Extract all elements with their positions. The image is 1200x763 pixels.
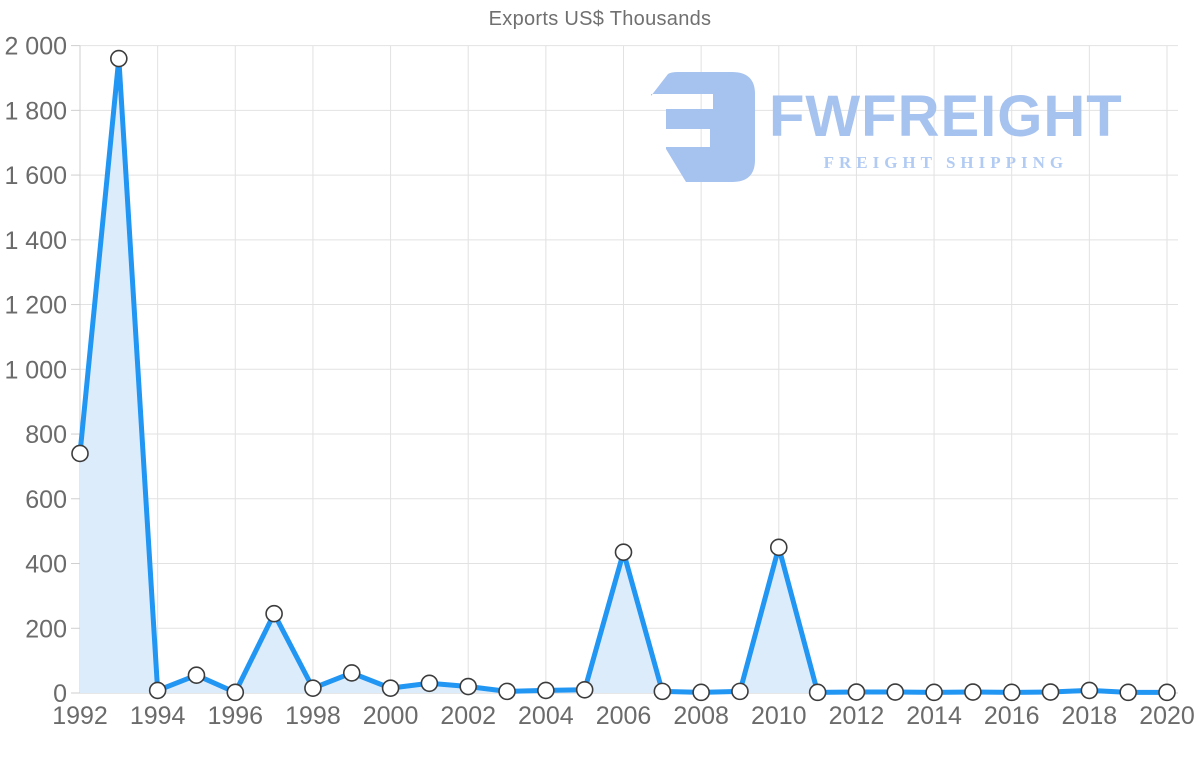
data-point-2008[interactable] xyxy=(692,683,710,702)
y-tick-label: 1 000 xyxy=(4,356,67,384)
y-tick-label: 2 000 xyxy=(4,33,67,61)
x-tick-label: 1996 xyxy=(207,702,263,730)
data-point-2011[interactable] xyxy=(808,683,827,702)
y-tick-label: 800 xyxy=(25,421,67,449)
y-tick-label: 600 xyxy=(25,486,67,514)
x-tick-label: 1994 xyxy=(130,702,186,730)
x-tick-label: 2018 xyxy=(1062,702,1118,730)
data-point-2013[interactable] xyxy=(886,683,905,701)
data-point-2001[interactable] xyxy=(420,674,439,693)
data-point-2006[interactable] xyxy=(614,543,633,561)
data-point-2004[interactable] xyxy=(537,681,555,700)
x-tick-label: 1992 xyxy=(52,702,108,730)
data-point-1992[interactable] xyxy=(71,444,89,463)
data-point-2015[interactable] xyxy=(964,683,982,701)
y-tick-label: 200 xyxy=(25,615,67,643)
data-point-2012[interactable] xyxy=(847,683,866,701)
x-tick-label: 2014 xyxy=(906,702,962,730)
chart-title: Exports US$ Thousands xyxy=(488,8,712,30)
data-point-2010[interactable] xyxy=(769,538,788,557)
x-tick-label: 2012 xyxy=(829,702,885,730)
x-tick-label: 2000 xyxy=(363,702,419,730)
data-point-2020[interactable] xyxy=(1158,683,1176,702)
x-tick-label: 2020 xyxy=(1139,702,1195,730)
x-tick-label: 2010 xyxy=(751,702,807,730)
data-point-2005[interactable] xyxy=(575,680,594,699)
x-tick-label: 2008 xyxy=(673,702,729,730)
data-point-2007[interactable] xyxy=(653,682,672,701)
y-tick-label: 0 xyxy=(53,680,67,708)
data-point-1998[interactable] xyxy=(304,679,322,697)
series-area xyxy=(80,58,1167,694)
data-point-1996[interactable] xyxy=(226,683,245,702)
data-point-2014[interactable] xyxy=(925,683,943,702)
data-point-1999[interactable] xyxy=(342,664,361,682)
data-point-2009[interactable] xyxy=(731,682,749,701)
data-point-2017[interactable] xyxy=(1041,683,1060,701)
data-point-2019[interactable] xyxy=(1119,683,1137,702)
data-point-2002[interactable] xyxy=(459,677,478,696)
y-tick-label: 400 xyxy=(25,551,67,579)
data-point-1995[interactable] xyxy=(187,666,206,684)
y-tick-label: 1 800 xyxy=(4,97,67,125)
data-point-2000[interactable] xyxy=(381,679,400,697)
data-point-2003[interactable] xyxy=(498,682,516,701)
data-point-1993[interactable] xyxy=(110,49,128,68)
data-point-2016[interactable] xyxy=(1002,683,1021,702)
x-tick-label: 2002 xyxy=(440,702,496,730)
x-tick-label: 2004 xyxy=(518,702,574,730)
x-tick-label: 2016 xyxy=(984,702,1040,730)
y-tick-label: 1 400 xyxy=(4,227,67,255)
data-point-2018[interactable] xyxy=(1080,681,1099,700)
data-point-1997[interactable] xyxy=(265,604,283,623)
x-tick-label: 2006 xyxy=(596,702,652,730)
data-point-1994[interactable] xyxy=(148,681,167,700)
x-tick-label: 1998 xyxy=(285,702,341,730)
y-tick-label: 1 200 xyxy=(4,292,67,320)
y-tick-label: 1 600 xyxy=(4,162,67,190)
